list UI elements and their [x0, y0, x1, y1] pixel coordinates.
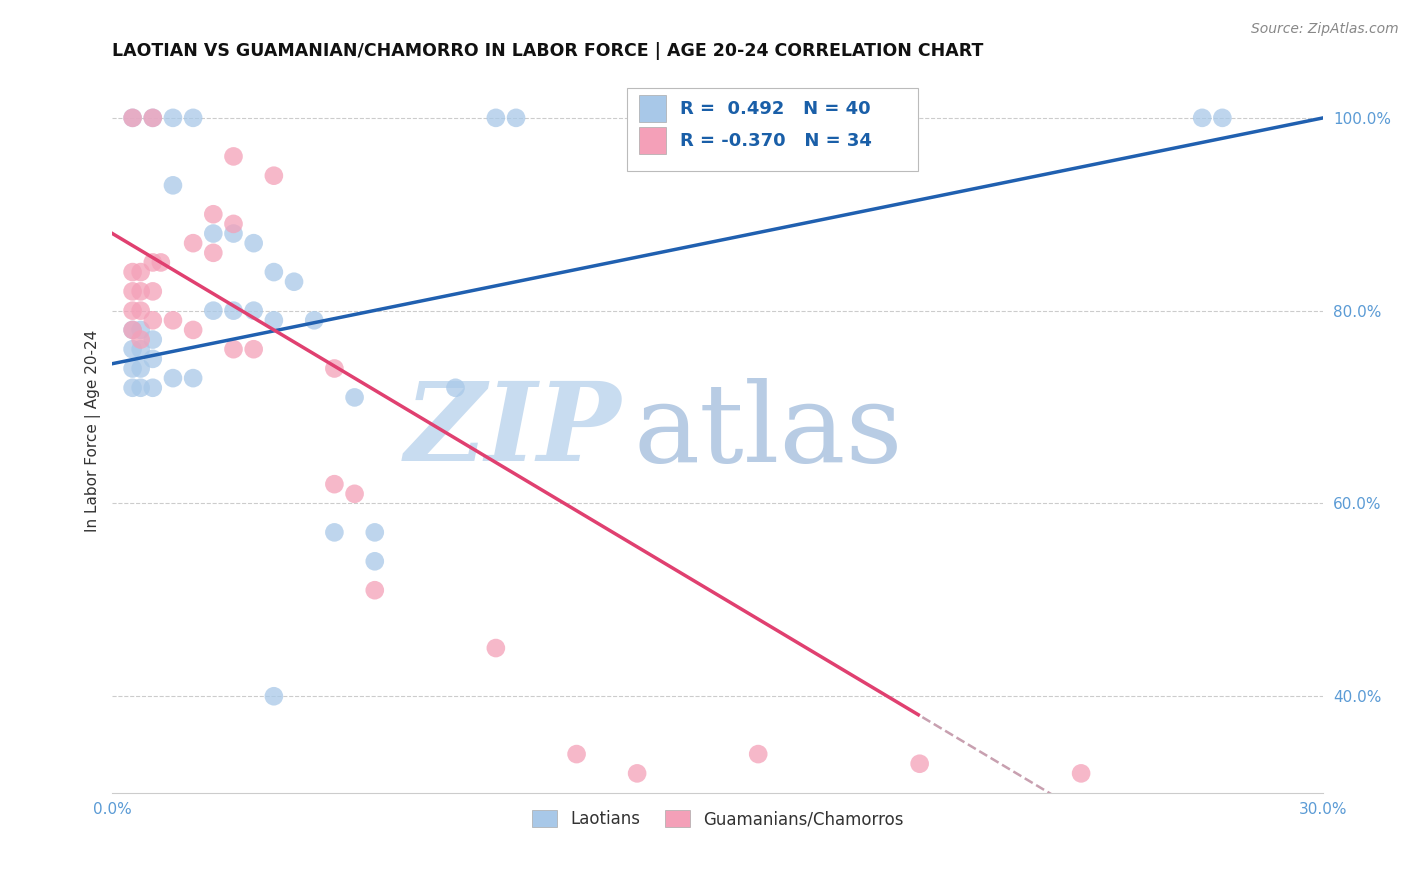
Point — [908, 756, 931, 771]
Point — [283, 275, 305, 289]
Point — [181, 371, 204, 385]
Text: R = -0.370   N = 34: R = -0.370 N = 34 — [681, 131, 872, 150]
Point — [121, 303, 143, 318]
Text: Source: ZipAtlas.com: Source: ZipAtlas.com — [1251, 22, 1399, 37]
Y-axis label: In Labor Force | Age 20-24: In Labor Force | Age 20-24 — [86, 330, 101, 533]
FancyBboxPatch shape — [627, 87, 918, 171]
Text: LAOTIAN VS GUAMANIAN/CHAMORRO IN LABOR FORCE | AGE 20-24 CORRELATION CHART: LAOTIAN VS GUAMANIAN/CHAMORRO IN LABOR F… — [112, 42, 984, 60]
Point — [121, 265, 143, 279]
Point — [181, 111, 204, 125]
Point — [1191, 111, 1213, 125]
Point — [129, 303, 152, 318]
Point — [202, 207, 225, 221]
Text: ZIP: ZIP — [405, 377, 621, 485]
Point — [129, 333, 152, 347]
Point — [121, 285, 143, 299]
Point — [162, 371, 184, 385]
FancyBboxPatch shape — [640, 95, 666, 122]
Point — [129, 342, 152, 356]
Point — [162, 178, 184, 193]
Point — [222, 342, 245, 356]
Point — [129, 265, 152, 279]
Point — [162, 313, 184, 327]
Point — [263, 313, 285, 327]
Point — [505, 111, 527, 125]
Point — [242, 236, 264, 251]
Point — [747, 747, 769, 761]
Point — [787, 111, 810, 125]
Point — [142, 111, 165, 125]
Point — [302, 313, 325, 327]
Point — [364, 583, 387, 598]
Point — [121, 381, 143, 395]
Point — [142, 351, 165, 366]
Point — [343, 487, 366, 501]
Point — [142, 111, 165, 125]
Point — [485, 111, 508, 125]
Point — [181, 323, 204, 337]
Point — [323, 477, 346, 491]
Point — [263, 690, 285, 704]
Point — [485, 641, 508, 656]
FancyBboxPatch shape — [640, 127, 666, 154]
Text: atlas: atlas — [633, 377, 903, 484]
Point — [364, 554, 387, 568]
Point — [121, 323, 143, 337]
Point — [121, 111, 143, 125]
Point — [263, 265, 285, 279]
Point — [263, 169, 285, 183]
Point — [1070, 766, 1092, 780]
Point — [222, 217, 245, 231]
Point — [323, 361, 346, 376]
Point — [142, 285, 165, 299]
Point — [121, 323, 143, 337]
Point — [121, 342, 143, 356]
Point — [129, 323, 152, 337]
Point — [202, 303, 225, 318]
Point — [142, 333, 165, 347]
Point — [626, 766, 648, 780]
Point — [162, 111, 184, 125]
Point — [222, 227, 245, 241]
Point — [242, 342, 264, 356]
Point — [242, 303, 264, 318]
Point — [1211, 111, 1233, 125]
Point — [444, 381, 467, 395]
Point — [129, 361, 152, 376]
Point — [768, 111, 790, 125]
Point — [343, 391, 366, 405]
Point — [121, 111, 143, 125]
Point — [202, 227, 225, 241]
Point — [129, 285, 152, 299]
Point — [222, 149, 245, 163]
Point — [202, 245, 225, 260]
Point — [181, 236, 204, 251]
Text: R =  0.492   N = 40: R = 0.492 N = 40 — [681, 100, 870, 118]
Point — [222, 303, 245, 318]
Point — [364, 525, 387, 540]
Point — [323, 525, 346, 540]
Point — [149, 255, 172, 269]
Point — [121, 361, 143, 376]
Point — [142, 255, 165, 269]
Point — [142, 313, 165, 327]
Point — [129, 381, 152, 395]
Point — [142, 381, 165, 395]
Point — [565, 747, 588, 761]
Legend: Laotians, Guamanians/Chamorros: Laotians, Guamanians/Chamorros — [524, 804, 911, 835]
